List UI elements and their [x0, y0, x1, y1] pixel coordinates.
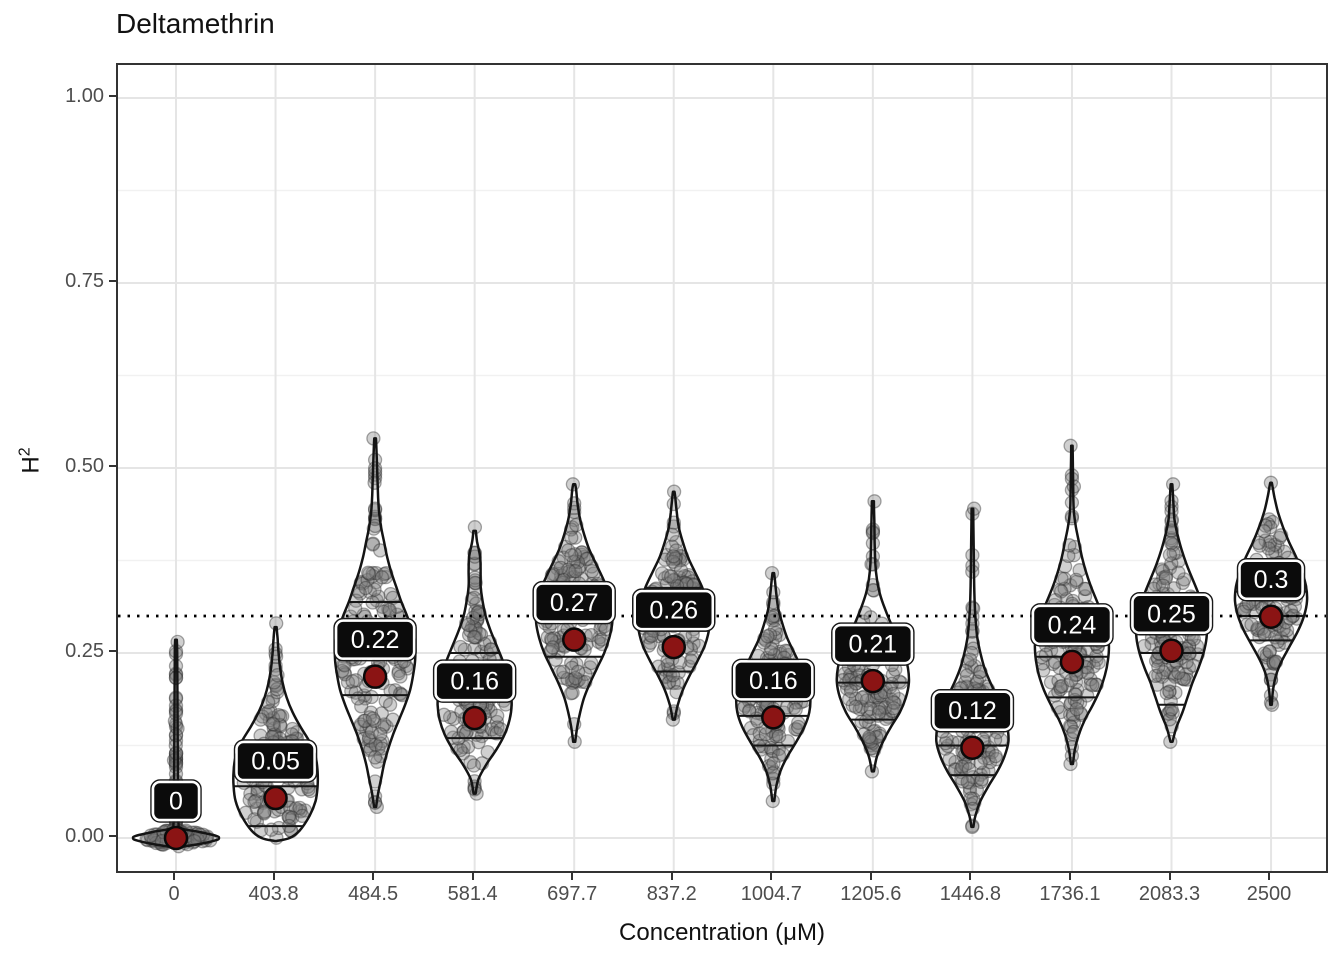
- violin-outline: [534, 483, 614, 744]
- mean-points: [163, 604, 1284, 851]
- mean-label: 0.05: [233, 739, 318, 783]
- x-tick-label: 484.5: [348, 883, 399, 905]
- y-tick-mark: [109, 95, 116, 97]
- mean-label: 0.3: [1236, 557, 1306, 602]
- mean-label: 0.21: [831, 622, 915, 666]
- mean-label: 0.24: [1030, 603, 1114, 647]
- y-tick-mark: [109, 835, 116, 837]
- x-tick-label: 1004.7: [740, 883, 802, 905]
- svg-text:0.16: 0.16: [749, 667, 798, 695]
- violin-outline: [333, 437, 417, 809]
- x-tick-label: 1446.8: [939, 883, 1001, 905]
- svg-text:0.27: 0.27: [550, 589, 599, 617]
- svg-text:0.16: 0.16: [450, 668, 499, 696]
- mean-point: [761, 705, 786, 730]
- x-tick-label: 1736.1: [1039, 883, 1101, 905]
- violin-outline: [835, 500, 911, 773]
- mean-label: 0: [150, 779, 202, 823]
- mean-label: 0.12: [930, 688, 1015, 733]
- x-tick-label: 837.2: [646, 883, 697, 905]
- violin-outline: [1134, 483, 1209, 744]
- mean-point: [1258, 604, 1284, 629]
- x-tick-label: 2500: [1246, 883, 1292, 905]
- violin-outline: [1033, 444, 1111, 766]
- mean-point: [263, 785, 288, 811]
- mean-point: [960, 735, 985, 760]
- x-tick-mark: [1168, 873, 1171, 880]
- mean-point: [561, 627, 587, 652]
- mean-label: 0.16: [731, 658, 816, 703]
- violin-outline: [131, 638, 221, 849]
- violin-fill: [233, 627, 318, 841]
- mean-point: [860, 668, 886, 694]
- x-tick-mark: [969, 873, 972, 880]
- y-tick-mark: [109, 280, 116, 282]
- violin-chart-canvas: 0 0.05 0.22 0.16 0.27 0.26 0.16 0.21 0.12 0.24 0.2…: [118, 65, 1326, 871]
- plot-panel: 0 0.05 0.22 0.16 0.27 0.26 0.16 0.21 0.12 0.24 0.2…: [116, 63, 1328, 873]
- y-tick-label: 1.00: [65, 85, 104, 107]
- mean-label: 0.26: [632, 588, 716, 632]
- y-tick-label: 0.75: [65, 270, 104, 292]
- x-tick-mark: [1068, 873, 1071, 880]
- mean-point: [661, 634, 686, 660]
- svg-text:0.12: 0.12: [948, 697, 997, 725]
- x-tick-label: 403.8: [248, 883, 299, 905]
- x-tick-mark: [272, 873, 275, 880]
- mean-point: [1059, 649, 1085, 675]
- svg-text:0.22: 0.22: [351, 626, 400, 654]
- y-tick-mark: [109, 465, 116, 467]
- x-tick-mark: [770, 873, 773, 880]
- y-tick-mark: [109, 650, 116, 652]
- violin-outline: [636, 490, 712, 721]
- violin-fill: [132, 639, 220, 848]
- violins: [131, 431, 1309, 854]
- svg-text:0: 0: [169, 788, 183, 816]
- svg-text:0.24: 0.24: [1048, 611, 1097, 639]
- violin-outline: [232, 625, 320, 843]
- x-tick-label: 1205.6: [840, 883, 902, 905]
- mean-label: 0.22: [333, 617, 417, 662]
- x-tick-mark: [372, 873, 375, 880]
- jitter-points: [935, 501, 1009, 835]
- y-tick-label: 0.25: [65, 640, 104, 662]
- x-tick-mark: [670, 873, 673, 880]
- page-title: Deltamethrin: [116, 8, 275, 39]
- x-tick-label: 2083.3: [1138, 883, 1201, 905]
- mean-label: 0.27: [532, 580, 616, 625]
- svg-text:0.3: 0.3: [1254, 566, 1289, 594]
- x-tick-mark: [471, 873, 474, 880]
- y-tick-label: 0.50: [65, 455, 104, 477]
- mean-labels: 0 0.05 0.22 0.16 0.27 0.26 0.16 0.21 0.12 0.24 0.2…: [150, 557, 1306, 823]
- mean-point: [1159, 638, 1184, 664]
- violin-group: [934, 501, 1010, 835]
- svg-text:0.26: 0.26: [649, 597, 698, 625]
- svg-text:0.21: 0.21: [849, 631, 898, 659]
- mean-point: [362, 664, 388, 689]
- mean-point: [163, 825, 189, 851]
- svg-text:0.25: 0.25: [1147, 600, 1196, 628]
- x-tick-mark: [869, 873, 872, 880]
- violin-fill: [936, 508, 1009, 827]
- x-tick-label: 697.7: [547, 883, 598, 905]
- violin-outline: [734, 571, 812, 803]
- x-tick-mark: [1268, 873, 1271, 880]
- x-tick-label: 0: [168, 883, 180, 905]
- mean-label: 0.16: [432, 659, 517, 703]
- violin-outline: [436, 529, 513, 795]
- x-tick-label: 581.4: [447, 883, 498, 905]
- violin-outline: [1233, 481, 1309, 707]
- x-axis-title: Concentration (μM): [619, 919, 825, 946]
- svg-text:0.05: 0.05: [251, 748, 300, 776]
- y-tick-label: 0.00: [65, 825, 104, 847]
- mean-point: [462, 705, 487, 731]
- x-tick-mark: [571, 873, 574, 880]
- mean-label: 0.25: [1129, 592, 1214, 636]
- x-tick-mark: [173, 873, 175, 880]
- violin-outline: [934, 507, 1010, 829]
